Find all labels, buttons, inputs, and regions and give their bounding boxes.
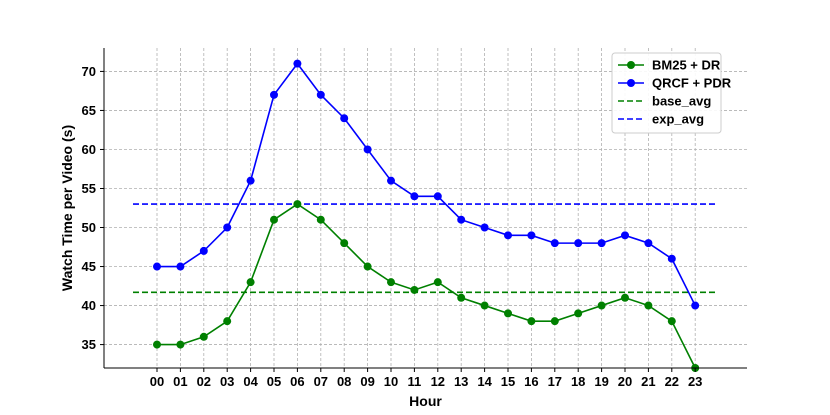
data-point [153, 340, 161, 349]
data-point [246, 176, 255, 185]
axes [100, 48, 747, 372]
x-tick-label: 14 [477, 374, 492, 389]
data-point [223, 317, 232, 326]
data-point [480, 301, 489, 310]
data-point [293, 200, 302, 209]
x-tick-label: 20 [618, 374, 632, 389]
data-point [667, 254, 676, 263]
y-tick-label: 50 [82, 220, 96, 235]
y-axis-label: Watch Time per Video (s) [59, 125, 75, 291]
data-point [504, 309, 512, 318]
x-tick-label: 16 [524, 374, 538, 389]
data-point [270, 90, 278, 99]
x-tick-label: 12 [431, 374, 445, 389]
x-tick-label: 17 [548, 374, 562, 389]
data-point [316, 215, 325, 224]
data-point [597, 301, 606, 310]
data-point [340, 114, 349, 123]
data-point [644, 239, 653, 248]
legend-entry-label: exp_avg [652, 112, 704, 127]
legend-entry-label: base_avg [652, 94, 711, 109]
y-tick-label: 35 [82, 337, 96, 352]
x-tick-label: 07 [314, 374, 328, 389]
x-tick-label: 18 [571, 374, 585, 389]
data-point [387, 176, 395, 185]
tick-labels: 00 01 02 03 04 05 06 07 08 09 10 11 12 13 14 15 16 17 18 19… [82, 64, 703, 389]
legend: BM25 + DR QRCF + PDR base_avg exp_avg [611, 52, 732, 134]
average-lines [133, 203, 718, 294]
legend-box [611, 52, 722, 134]
x-axis-label: Hour [409, 393, 442, 409]
x-tick-label: 02 [197, 374, 211, 389]
series-line-1 [157, 62, 696, 306]
x-tick-label: 15 [501, 374, 515, 389]
data-point [644, 301, 653, 310]
series-lines [153, 59, 700, 372]
y-tick-label: 70 [82, 64, 96, 79]
x-tick-label: 03 [220, 374, 234, 389]
y-tick-label: 45 [82, 259, 96, 274]
data-point [550, 239, 559, 248]
data-point [176, 340, 185, 349]
data-point [363, 262, 372, 271]
x-tick-label: 13 [454, 374, 468, 389]
data-point [199, 246, 208, 255]
data-point [199, 332, 208, 341]
data-point [340, 239, 349, 248]
data-point [387, 278, 395, 287]
data-point [457, 215, 466, 224]
x-tick-label: 01 [173, 374, 187, 389]
data-point [433, 192, 442, 201]
y-tick-label: 40 [82, 298, 96, 313]
data-point [270, 215, 278, 224]
data-point [621, 231, 629, 240]
data-point [246, 278, 255, 287]
data-point [574, 309, 583, 318]
x-tick-label: 23 [688, 374, 702, 389]
data-point [480, 223, 489, 232]
legend-entry-label: QRCF + PDR [652, 76, 732, 91]
series-line-0 [157, 203, 696, 369]
x-tick-label: 21 [641, 374, 655, 389]
data-point [293, 59, 302, 68]
data-point [574, 239, 583, 248]
legend-swatch-marker [627, 61, 635, 69]
data-point [667, 317, 676, 326]
data-point [316, 90, 325, 99]
x-tick-label: 04 [243, 374, 258, 389]
data-point [457, 293, 466, 302]
legend-swatch-marker [627, 79, 635, 87]
x-tick-label: 10 [384, 374, 398, 389]
x-tick-label: 05 [267, 374, 281, 389]
data-point [153, 262, 161, 271]
x-tick-label: 09 [360, 374, 374, 389]
legend-entry-label: BM25 + DR [652, 58, 721, 73]
data-point [550, 317, 559, 326]
data-point [410, 285, 419, 294]
data-point [691, 301, 700, 310]
data-point [176, 262, 185, 271]
data-point [363, 145, 372, 154]
data-point [527, 231, 536, 240]
data-point [504, 231, 512, 240]
x-tick-label: 06 [290, 374, 304, 389]
data-point [410, 192, 419, 201]
x-tick-label: 22 [665, 374, 679, 389]
y-tick-label: 65 [82, 103, 96, 118]
x-tick-label: 11 [408, 374, 422, 389]
x-tick-label: 08 [337, 374, 351, 389]
y-tick-label: 55 [82, 181, 96, 196]
data-point [527, 317, 536, 326]
y-tick-label: 60 [82, 142, 96, 157]
data-point [621, 293, 629, 302]
x-tick-label: 00 [150, 374, 164, 389]
x-tick-label: 19 [594, 374, 608, 389]
data-point [433, 278, 442, 287]
data-point [223, 223, 232, 232]
data-point [597, 239, 606, 248]
